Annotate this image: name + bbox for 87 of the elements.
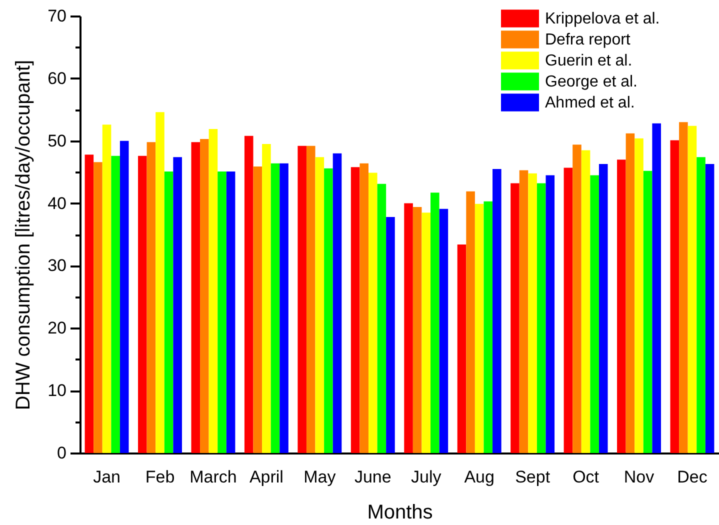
bar bbox=[173, 157, 182, 453]
bar bbox=[208, 128, 218, 453]
y-tick-label: 40 bbox=[48, 194, 66, 213]
bar bbox=[564, 168, 573, 453]
legend-label: George et al. bbox=[545, 74, 638, 90]
bar bbox=[191, 142, 200, 453]
y-axis-title: DHW consumption [litres/day/occupant] bbox=[12, 60, 35, 410]
bar bbox=[652, 123, 661, 453]
bar bbox=[94, 162, 102, 453]
x-tick-label: Aug bbox=[464, 468, 494, 486]
bar bbox=[705, 164, 714, 453]
bar bbox=[457, 244, 466, 453]
bar bbox=[643, 170, 652, 453]
x-tick-label: April bbox=[249, 468, 284, 486]
bar bbox=[84, 154, 94, 453]
bar bbox=[510, 183, 520, 453]
bar bbox=[572, 144, 582, 453]
legend-label: Defra report bbox=[545, 32, 631, 48]
bar bbox=[138, 156, 147, 453]
x-tick-label: Feb bbox=[145, 468, 175, 486]
bar bbox=[244, 136, 254, 453]
bar bbox=[315, 157, 324, 453]
bar bbox=[626, 133, 635, 453]
bar bbox=[581, 150, 590, 453]
bar bbox=[688, 126, 697, 453]
bar bbox=[466, 191, 475, 453]
bar bbox=[270, 163, 280, 453]
bar bbox=[146, 142, 156, 453]
bar bbox=[306, 146, 316, 453]
bar bbox=[679, 122, 688, 453]
bar bbox=[164, 171, 174, 453]
bar bbox=[226, 171, 236, 453]
bar bbox=[368, 172, 378, 453]
legend-label: Krippelova et al. bbox=[545, 10, 660, 28]
bar bbox=[519, 170, 528, 453]
bar bbox=[120, 140, 129, 453]
y-tick-label: 0 bbox=[57, 444, 66, 462]
bar bbox=[590, 175, 599, 453]
y-tick-label: 30 bbox=[48, 256, 66, 276]
x-tick-label: Jan bbox=[93, 468, 120, 486]
bar bbox=[350, 167, 360, 453]
bar bbox=[412, 207, 422, 453]
y-tick-label: 60 bbox=[48, 68, 66, 88]
y-tick-label: 70 bbox=[48, 6, 66, 26]
bar bbox=[298, 146, 306, 453]
bar bbox=[111, 156, 120, 453]
legend-label: Ahmed et al. bbox=[545, 94, 635, 112]
bar bbox=[332, 153, 342, 453]
bar bbox=[360, 163, 368, 453]
x-tick-label: Dec bbox=[677, 468, 708, 486]
x-tick-label: Sept bbox=[515, 468, 550, 486]
x-tick-label: July bbox=[410, 468, 442, 486]
bar bbox=[218, 171, 226, 453]
bar bbox=[386, 217, 395, 453]
bar bbox=[536, 183, 546, 453]
bar bbox=[422, 212, 431, 453]
bar bbox=[430, 192, 440, 453]
x-tick-label: Oct bbox=[572, 468, 600, 486]
bar bbox=[377, 184, 386, 453]
bar bbox=[253, 166, 262, 453]
x-axis-title: Months bbox=[367, 502, 433, 524]
bar bbox=[598, 164, 608, 453]
bar bbox=[634, 138, 644, 453]
bar bbox=[670, 140, 680, 453]
bar bbox=[492, 168, 502, 453]
x-tick-label: June bbox=[354, 468, 392, 486]
bar bbox=[156, 112, 164, 453]
bar bbox=[528, 173, 537, 453]
bar bbox=[102, 124, 112, 453]
y-tick-label: 20 bbox=[48, 318, 66, 338]
bar bbox=[262, 144, 271, 453]
x-tick-label: Nov bbox=[624, 468, 655, 486]
y-tick-label: 10 bbox=[48, 381, 66, 400]
bar bbox=[324, 168, 333, 453]
bar bbox=[200, 138, 209, 453]
y-tick-label: 50 bbox=[48, 131, 66, 150]
bar bbox=[546, 175, 555, 453]
bar bbox=[439, 208, 448, 453]
x-tick-label: May bbox=[304, 468, 336, 486]
bar bbox=[474, 204, 484, 453]
legend-label: Guerin et al. bbox=[545, 52, 632, 70]
bar bbox=[617, 160, 626, 453]
x-tick-label: March bbox=[190, 468, 237, 486]
bar bbox=[280, 163, 288, 453]
bar bbox=[484, 201, 493, 453]
bar bbox=[696, 157, 706, 453]
bar bbox=[404, 203, 413, 453]
